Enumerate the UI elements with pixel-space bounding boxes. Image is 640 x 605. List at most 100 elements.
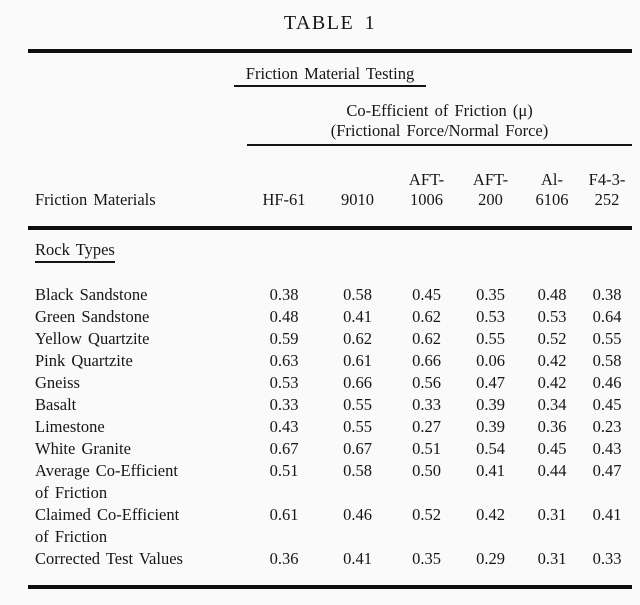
- cell-value: 0.58: [343, 461, 372, 480]
- cell-value: 0.55: [592, 329, 622, 348]
- cell-value: 0.44: [537, 461, 567, 480]
- table-row: Average Co-Efficient of Friction 0.51 0.…: [28, 460, 632, 504]
- cell-value: 0.51: [269, 461, 299, 480]
- cell-value: 0.55: [476, 329, 505, 348]
- cell-value: 0.55: [343, 417, 372, 436]
- cell-value: 0.59: [269, 329, 299, 348]
- top-rule: [28, 49, 632, 53]
- subtitle-row: Friction Material Testing: [28, 64, 632, 87]
- cell-value: 0.53: [476, 307, 505, 326]
- table-body: Black Sandstone 0.38 0.58 0.45 0.35 0.48…: [28, 284, 632, 570]
- cell-value: 0.61: [269, 505, 299, 524]
- cell-value: 0.42: [537, 373, 567, 392]
- table-row: Pink Quartzite 0.63 0.61 0.66 0.06 0.42 …: [28, 350, 632, 372]
- table-row: Black Sandstone 0.38 0.58 0.45 0.35 0.48…: [28, 284, 632, 306]
- cell-value: 0.62: [412, 307, 441, 326]
- cell-value: 0.36: [269, 549, 299, 568]
- cell-value: 0.47: [476, 373, 505, 392]
- cell-value: 0.33: [592, 549, 622, 568]
- cell-value: 0.66: [343, 373, 372, 392]
- cell-value: 0.54: [476, 439, 505, 458]
- cell-value: 0.27: [412, 417, 441, 436]
- cell-value: 0.06: [476, 351, 505, 370]
- cell-value: 0.42: [476, 505, 505, 524]
- row-label: Limestone: [35, 417, 105, 436]
- cell-value: 0.46: [343, 505, 372, 524]
- cell-value: 0.62: [412, 329, 441, 348]
- cell-value: 0.33: [412, 395, 441, 414]
- cell-value: 0.41: [592, 505, 622, 524]
- row-label: Green Sandstone: [35, 307, 150, 326]
- cell-value: 0.43: [592, 439, 622, 458]
- column-header-aft1006: AFT- 1006: [408, 170, 445, 209]
- row-label: White Granite: [35, 439, 131, 458]
- cell-value: 0.39: [476, 395, 505, 414]
- column-header-row: Friction Materials HF-61 9010 AFT- 1006 …: [28, 170, 632, 216]
- cell-value: 0.48: [537, 285, 567, 304]
- cell-value: 0.45: [592, 395, 622, 414]
- cell-value: 0.48: [269, 307, 299, 326]
- cell-value: 0.58: [343, 285, 372, 304]
- cell-value: 0.47: [592, 461, 622, 480]
- table-subtitle: Friction Material Testing: [233, 64, 427, 87]
- cell-value: 0.45: [537, 439, 567, 458]
- table-row: Corrected Test Values 0.36 0.41 0.35 0.2…: [28, 548, 632, 570]
- cell-value: 0.50: [412, 461, 441, 480]
- row-label: Corrected Test Values: [35, 549, 183, 568]
- cell-value: 0.43: [269, 417, 299, 436]
- header-divider-rule: [28, 226, 632, 230]
- data-table: Black Sandstone 0.38 0.58 0.45 0.35 0.48…: [28, 284, 632, 570]
- cell-value: 0.67: [343, 439, 372, 458]
- cell-value: 0.52: [412, 505, 441, 524]
- table-row: Gneiss 0.53 0.66 0.56 0.47 0.42 0.46: [28, 372, 632, 394]
- row-label: Gneiss: [35, 373, 80, 392]
- cell-value: 0.56: [412, 373, 441, 392]
- cell-value: 0.36: [537, 417, 567, 436]
- table-row: Green Sandstone 0.48 0.41 0.62 0.53 0.53…: [28, 306, 632, 328]
- cell-value: 0.51: [412, 439, 441, 458]
- cell-value: 0.61: [343, 351, 372, 370]
- column-header-hf61: HF-61: [262, 190, 306, 209]
- cell-value: 0.41: [343, 549, 372, 568]
- cell-value: 0.53: [269, 373, 299, 392]
- table-row: Limestone 0.43 0.55 0.27 0.39 0.36 0.23: [28, 416, 632, 438]
- column-header-table: Friction Materials HF-61 9010 AFT- 1006 …: [28, 170, 632, 216]
- cell-value: 0.23: [592, 417, 622, 436]
- document-sheet: TABLE 1 Friction Material Testing Co-Eff…: [28, 0, 632, 589]
- cell-value: 0.38: [269, 285, 299, 304]
- cell-value: 0.53: [537, 307, 567, 326]
- column-header-9010: 9010: [341, 190, 374, 209]
- table-row: Yellow Quartzite 0.59 0.62 0.62 0.55 0.5…: [28, 328, 632, 350]
- cell-value: 0.35: [412, 549, 441, 568]
- cell-value: 0.62: [343, 329, 372, 348]
- table-row: Claimed Co-Efficient of Friction 0.61 0.…: [28, 504, 632, 548]
- cell-value: 0.29: [476, 549, 505, 568]
- row-label: Black Sandstone: [35, 285, 148, 304]
- cell-value: 0.58: [592, 351, 622, 370]
- row-label: Pink Quartzite: [35, 351, 133, 370]
- cell-value: 0.31: [537, 549, 567, 568]
- cell-value: 0.38: [592, 285, 622, 304]
- column-header-aft200: AFT- 200: [472, 170, 509, 209]
- cell-value: 0.46: [592, 373, 622, 392]
- table-title: TABLE 1: [283, 12, 377, 34]
- cell-value: 0.55: [343, 395, 372, 414]
- cell-value: 0.39: [476, 417, 505, 436]
- section-label-rock-types: Rock Types: [35, 240, 115, 263]
- table-row: Basalt 0.33 0.55 0.33 0.39 0.34 0.45: [28, 394, 632, 416]
- row-label: Claimed Co-Efficient of Friction: [35, 505, 180, 546]
- cell-value: 0.42: [537, 351, 567, 370]
- column-header-friction-materials: Friction Materials: [35, 190, 156, 209]
- group-column-header: Co-Efficient of Friction (μ) (Frictional…: [247, 101, 632, 146]
- cell-value: 0.64: [592, 307, 622, 326]
- row-label: Average Co-Efficient of Friction: [35, 461, 178, 502]
- cell-value: 0.63: [269, 351, 299, 370]
- cell-value: 0.45: [412, 285, 441, 304]
- cell-value: 0.33: [269, 395, 299, 414]
- section-row: Rock Types: [28, 240, 632, 263]
- cell-value: 0.35: [476, 285, 505, 304]
- bottom-rule: [28, 585, 632, 589]
- cell-value: 0.52: [537, 329, 567, 348]
- cell-value: 0.41: [476, 461, 505, 480]
- cell-value: 0.67: [269, 439, 299, 458]
